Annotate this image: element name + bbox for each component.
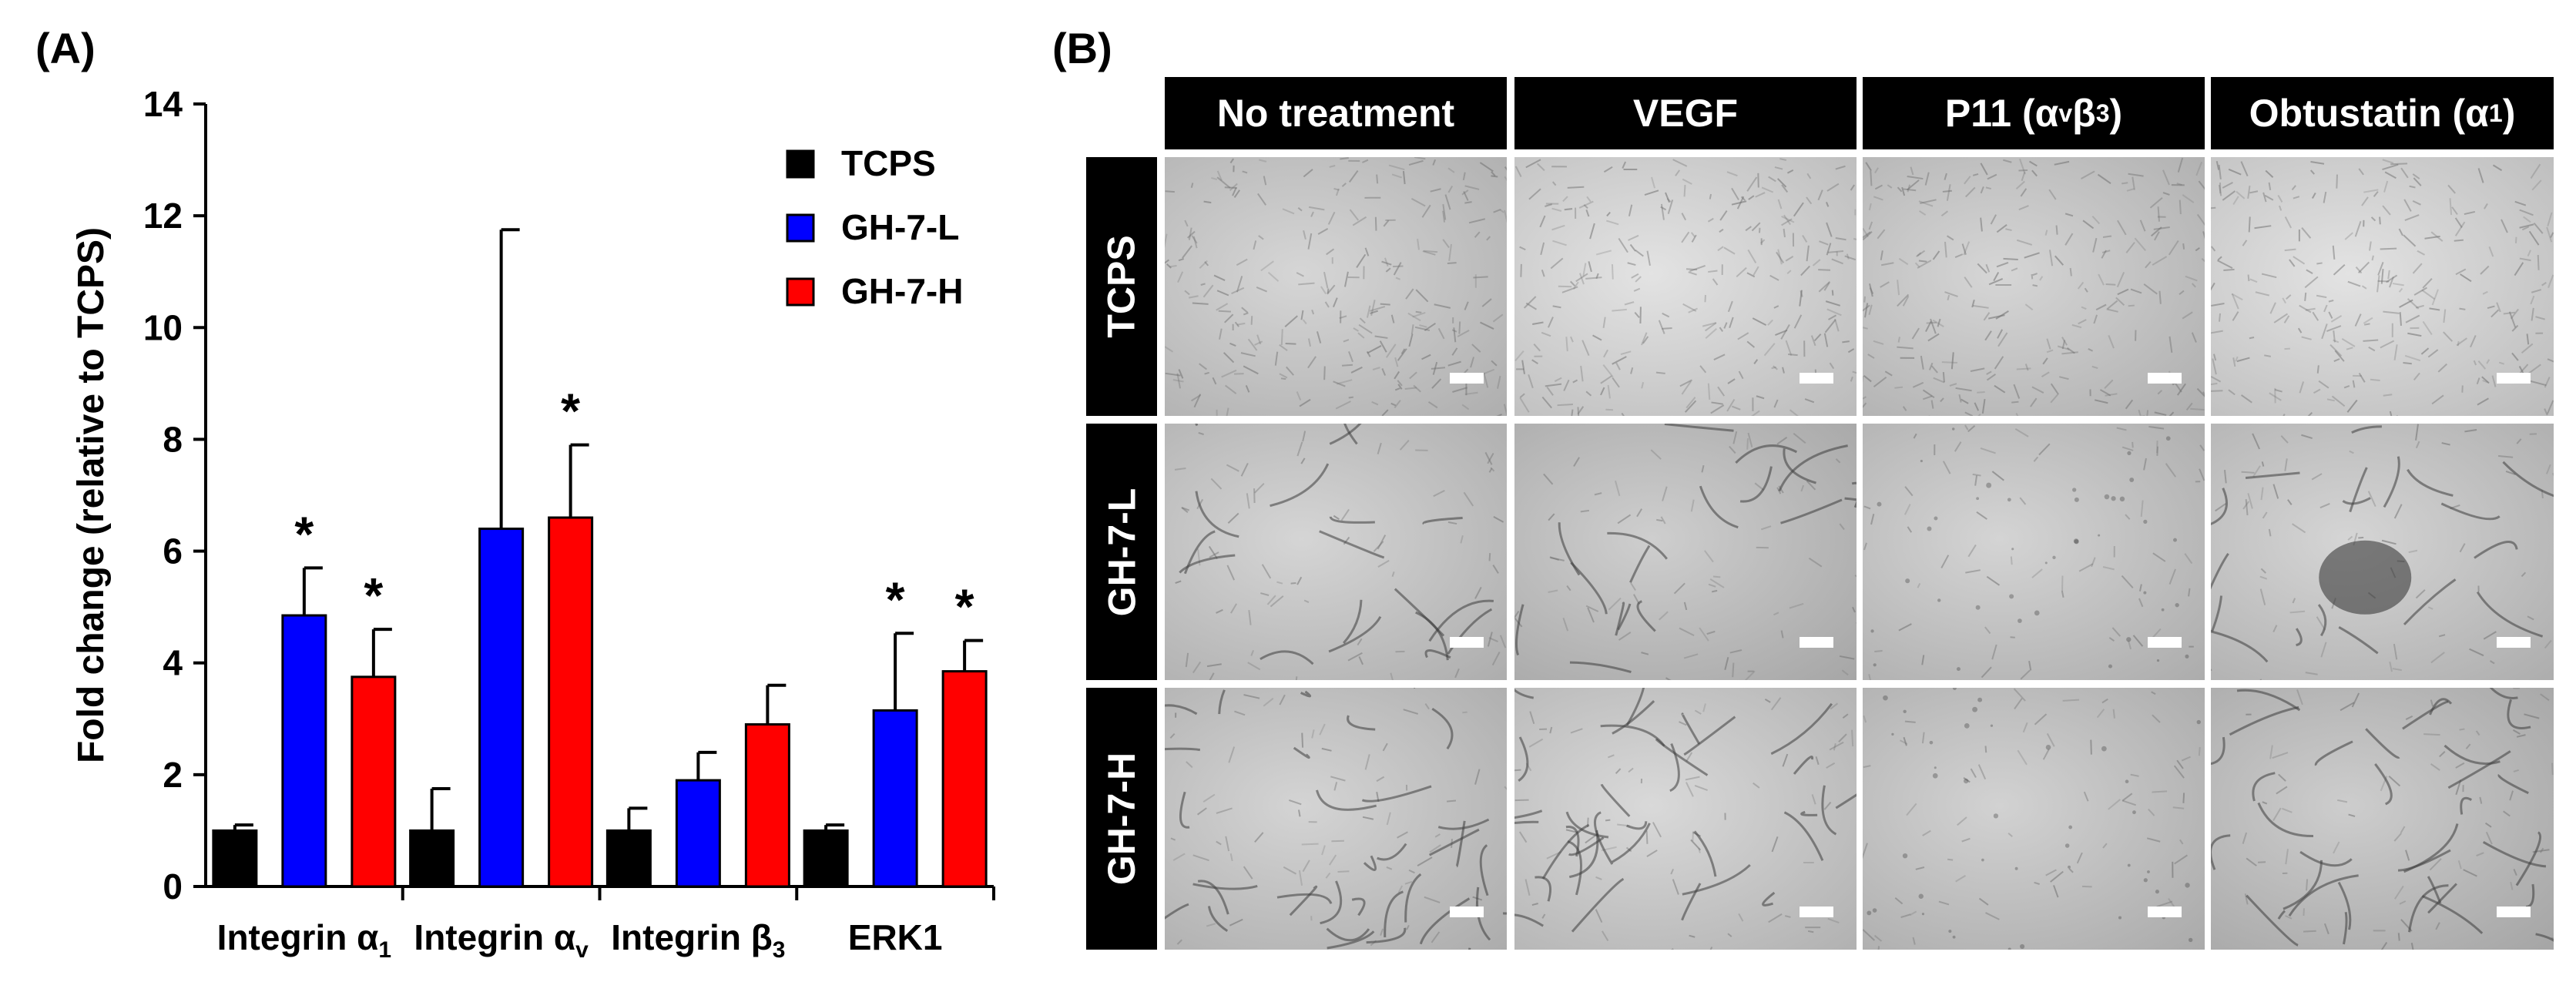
bar bbox=[548, 516, 594, 888]
column-header: Obtustatin (α 1) bbox=[2211, 77, 2554, 149]
scale-bar bbox=[2497, 373, 2531, 384]
micrograph-image bbox=[1514, 424, 1857, 680]
column-header: P11 (α v β 3) bbox=[1863, 77, 2205, 149]
micrograph-texture bbox=[1174, 424, 1507, 680]
scale-bar bbox=[2497, 637, 2531, 648]
scale-bar bbox=[1450, 637, 1484, 648]
micrograph-texture bbox=[1863, 424, 2205, 680]
micrograph-image bbox=[1514, 157, 1857, 416]
significance-star: * bbox=[364, 568, 383, 623]
y-tick-label: 0 bbox=[163, 866, 183, 907]
column-header: VEGF bbox=[1514, 77, 1857, 149]
micrograph-texture bbox=[1514, 158, 1857, 416]
micrograph-image bbox=[1165, 424, 1507, 680]
chart-axes: 0 2 4 6 8 10 12 14 Fold change (relative to TCPS… bbox=[71, 84, 995, 963]
significance-star: * bbox=[886, 571, 905, 627]
y-tick-label: 12 bbox=[143, 196, 183, 236]
bar bbox=[212, 829, 258, 888]
micrograph-image bbox=[1863, 157, 2205, 416]
scale-bar bbox=[2497, 907, 2531, 917]
scale-bar bbox=[2148, 907, 2182, 917]
y-axis-label: Fold change (relative to TCPS) bbox=[71, 227, 112, 763]
micrograph-image bbox=[1863, 688, 2205, 950]
micrograph-image bbox=[2211, 688, 2554, 950]
scale-bar bbox=[1450, 373, 1484, 384]
micrograph-texture bbox=[1165, 688, 1507, 950]
row-header: GH-7-L bbox=[1086, 424, 1157, 680]
micrograph-image bbox=[2211, 424, 2554, 680]
y-tick-label: 14 bbox=[143, 84, 183, 124]
row-header: TCPS bbox=[1086, 157, 1157, 416]
micrograph-texture bbox=[2211, 159, 2554, 416]
micrograph-image bbox=[1165, 157, 1507, 416]
micrograph-texture bbox=[2211, 688, 2554, 950]
column-header: No treatment bbox=[1165, 77, 1507, 149]
legend-label: GH-7-H bbox=[841, 271, 963, 311]
scale-bar bbox=[1800, 637, 1833, 648]
y-tick-label: 8 bbox=[163, 419, 183, 459]
micrograph-texture bbox=[1514, 688, 1857, 950]
bar bbox=[941, 670, 988, 888]
y-tick-label: 2 bbox=[163, 755, 183, 795]
micrograph-texture bbox=[1514, 424, 1857, 680]
legend-swatch bbox=[786, 213, 815, 243]
legend-label: TCPS bbox=[841, 143, 936, 183]
scale-bar bbox=[2148, 637, 2182, 648]
bar bbox=[675, 779, 721, 888]
bar bbox=[872, 709, 918, 888]
y-tick-label: 4 bbox=[163, 643, 183, 683]
row-header: GH-7-H bbox=[1086, 688, 1157, 950]
bar bbox=[351, 675, 397, 888]
panel-b-label: (B) bbox=[1052, 24, 1112, 72]
scale-bar bbox=[1450, 907, 1484, 917]
x-tick-label: ERK1 bbox=[848, 917, 943, 957]
micrograph-texture bbox=[1863, 688, 2201, 950]
bar bbox=[605, 829, 652, 888]
x-tick-label: Integrin αv bbox=[414, 917, 589, 963]
significance-star: * bbox=[561, 384, 580, 439]
scale-bar bbox=[1800, 907, 1833, 917]
micrograph-image bbox=[1165, 688, 1507, 950]
micrograph-texture bbox=[2211, 424, 2554, 680]
panel-a-label: (A) bbox=[35, 24, 96, 72]
legend-label: GH-7-L bbox=[841, 207, 959, 247]
scale-bar bbox=[2148, 373, 2182, 384]
micrograph-image bbox=[2211, 157, 2554, 416]
x-tick-label: Integrin β3 bbox=[611, 917, 785, 963]
micrograph-image bbox=[1514, 688, 1857, 950]
y-tick-label: 6 bbox=[163, 531, 183, 571]
chart-bars: * * * * * bbox=[212, 228, 988, 888]
significance-star: * bbox=[955, 579, 974, 635]
micrograph-texture bbox=[1863, 157, 2205, 416]
y-tick-label: 10 bbox=[143, 307, 183, 347]
bar-chart: 0 2 4 6 8 10 12 14 Fold change (relative to TCPS… bbox=[71, 84, 995, 963]
bar bbox=[803, 829, 849, 888]
x-tick-label: Integrin α1 bbox=[217, 917, 391, 963]
legend-swatch bbox=[786, 277, 815, 307]
bar bbox=[409, 829, 455, 888]
bar bbox=[281, 614, 327, 888]
bar bbox=[478, 528, 525, 888]
bar bbox=[744, 723, 790, 888]
legend-swatch bbox=[786, 149, 815, 179]
micrograph-texture bbox=[1165, 157, 1507, 416]
scale-bar bbox=[1800, 373, 1833, 384]
micrograph-image bbox=[1863, 424, 2205, 680]
significance-star: * bbox=[294, 506, 314, 561]
chart-legend: TCPS GH-7-L GH-7-H bbox=[786, 143, 963, 311]
